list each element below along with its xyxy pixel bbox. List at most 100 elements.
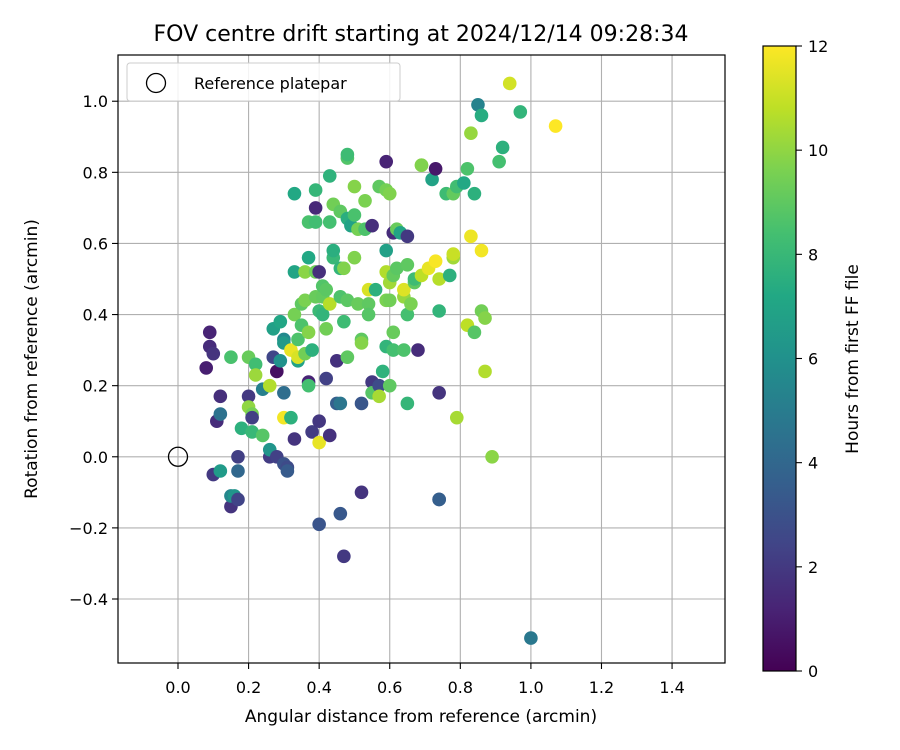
- data-point: [298, 265, 312, 279]
- x-axis-label: Angular distance from reference (arcmin): [245, 707, 597, 727]
- data-point: [262, 378, 277, 393]
- data-point: [460, 161, 475, 176]
- data-point: [213, 407, 228, 421]
- data-point: [386, 325, 401, 340]
- data-point: [467, 325, 482, 340]
- data-point: [382, 186, 397, 201]
- data-point: [432, 492, 446, 507]
- data-point: [474, 108, 489, 123]
- data-point: [202, 325, 217, 340]
- data-point: [305, 425, 319, 439]
- data-point: [467, 186, 482, 201]
- data-point: [432, 272, 446, 286]
- colorbar-tick-label: 12: [808, 37, 828, 56]
- data-point: [382, 293, 397, 308]
- data-point: [495, 140, 510, 155]
- data-point: [474, 243, 489, 258]
- data-point: [333, 506, 348, 521]
- data-point: [361, 307, 376, 322]
- reference-marker: [167, 446, 189, 467]
- data-point: [255, 428, 270, 443]
- x-tick-label: 0.8: [448, 678, 473, 697]
- data-point: [432, 304, 446, 318]
- colorbar-ticks: 0 2 4 6 8 10 12: [796, 37, 828, 681]
- colorbar-gradient: [763, 46, 796, 671]
- data-point: [231, 449, 245, 464]
- data-point: [322, 169, 337, 183]
- data-point: [411, 343, 425, 357]
- data-point: [231, 492, 245, 507]
- colorbar-tick-label: 2: [808, 558, 818, 577]
- data-point: [442, 268, 457, 283]
- data-point: [337, 314, 351, 329]
- data-point: [449, 410, 464, 425]
- plot-frame: [117, 54, 726, 664]
- data-point: [312, 517, 326, 532]
- data-point: [245, 410, 259, 425]
- data-point: [333, 396, 348, 411]
- colorbar-label: Hours from first FF file: [843, 264, 863, 454]
- data-point: [502, 76, 517, 91]
- data-point: [400, 307, 415, 322]
- data-point: [375, 364, 390, 379]
- data-point: [361, 297, 376, 311]
- data-point: [354, 396, 369, 411]
- data-point: [270, 364, 284, 379]
- data-point: [389, 261, 404, 276]
- data-point: [428, 254, 443, 269]
- colorbar-tick-label: 8: [808, 245, 818, 264]
- data-point: [284, 410, 298, 425]
- data-point: [425, 172, 439, 187]
- legend-label: Reference platepar: [194, 74, 347, 93]
- data-point: [248, 357, 263, 372]
- data-point: [308, 183, 323, 197]
- data-point: [464, 229, 478, 244]
- data-point: [340, 147, 355, 162]
- x-tick-label: 0.6: [377, 678, 402, 697]
- data-point: [337, 261, 351, 276]
- data-point: [312, 435, 326, 450]
- data-point: [485, 449, 499, 464]
- data-point: [319, 282, 334, 297]
- data-point: [312, 265, 326, 279]
- data-point: [397, 282, 411, 297]
- y-tick-label: 0.4: [83, 306, 108, 325]
- x-tick-label: 0.2: [236, 678, 261, 697]
- data-point: [347, 250, 362, 265]
- legend-box: [126, 62, 401, 102]
- data-point: [322, 428, 337, 443]
- y-tick-label: 0.0: [83, 448, 108, 467]
- data-point: [379, 243, 394, 258]
- data-point: [379, 154, 394, 169]
- data-point: [347, 179, 362, 194]
- x-tick-label: 1.0: [518, 678, 543, 697]
- x-tick-label: 0.0: [165, 678, 190, 697]
- y-tick-label: −0.2: [69, 519, 108, 538]
- data-point: [206, 346, 221, 361]
- data-point: [432, 385, 446, 400]
- data-point: [340, 350, 355, 365]
- colorbar-tick-label: 0: [808, 662, 818, 681]
- data-point: [400, 257, 415, 272]
- data-point: [446, 247, 461, 261]
- data-point: [330, 353, 344, 368]
- data-point: [548, 119, 563, 133]
- data-point: [301, 325, 316, 340]
- data-point: [213, 389, 228, 404]
- data-point: [224, 350, 238, 365]
- data-point: [524, 631, 538, 645]
- data-point: [308, 215, 323, 229]
- data-point: [308, 201, 323, 215]
- data-point: [365, 218, 379, 233]
- data-point: [280, 464, 295, 478]
- data-point: [513, 105, 528, 119]
- data-point: [400, 229, 415, 244]
- data-point: [298, 293, 312, 308]
- colorbar-tick-label: 4: [808, 454, 818, 473]
- chart-title: FOV centre drift starting at 2024/12/14 …: [154, 22, 689, 47]
- x-tick-label: 0.4: [306, 678, 331, 697]
- data-point: [326, 243, 341, 258]
- data-point: [471, 97, 485, 112]
- data-point: [386, 343, 401, 357]
- y-tick-label: 0.6: [83, 234, 108, 253]
